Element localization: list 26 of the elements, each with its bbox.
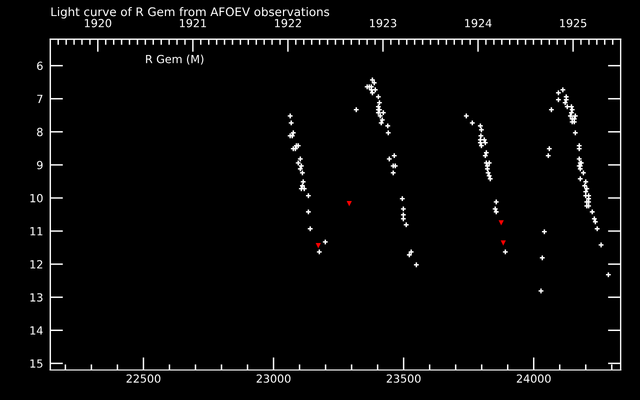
x2-tick-label: 1924	[465, 18, 492, 28]
x-tick-label: 23000	[256, 374, 290, 383]
point	[500, 240, 506, 246]
x2-tick-label: 1920	[84, 18, 112, 28]
y-tick-label: 15	[30, 360, 42, 368]
point	[346, 201, 352, 206]
y-tick-label: 12	[30, 260, 42, 268]
x2-tick-label: 1923	[370, 18, 396, 28]
y-tick-label: 7	[37, 94, 42, 103]
annotation: R Gem (M)	[146, 54, 204, 65]
x-tick-label: 24000	[516, 374, 551, 383]
y-tick-label: 14	[30, 326, 43, 335]
y-tick-label: 8	[37, 128, 43, 136]
y-tick-label: 13	[30, 293, 42, 302]
y-tick-label: 11	[30, 227, 42, 236]
x-tick-label: 23500	[386, 374, 421, 383]
x2-tick-label: 1922	[275, 18, 301, 28]
x2-tick-label: 1921	[180, 18, 206, 28]
y-tick-label: 10	[30, 194, 43, 202]
point	[498, 220, 504, 226]
point	[316, 243, 321, 248]
y-tick-label: 6	[37, 62, 43, 70]
y-tick-label: 9	[36, 160, 43, 170]
x2-tick-label: 1925	[560, 18, 586, 28]
chart-title: Light curve of R Gem from AFOEV observations	[51, 7, 330, 19]
x-tick-label: 22500	[126, 374, 160, 383]
